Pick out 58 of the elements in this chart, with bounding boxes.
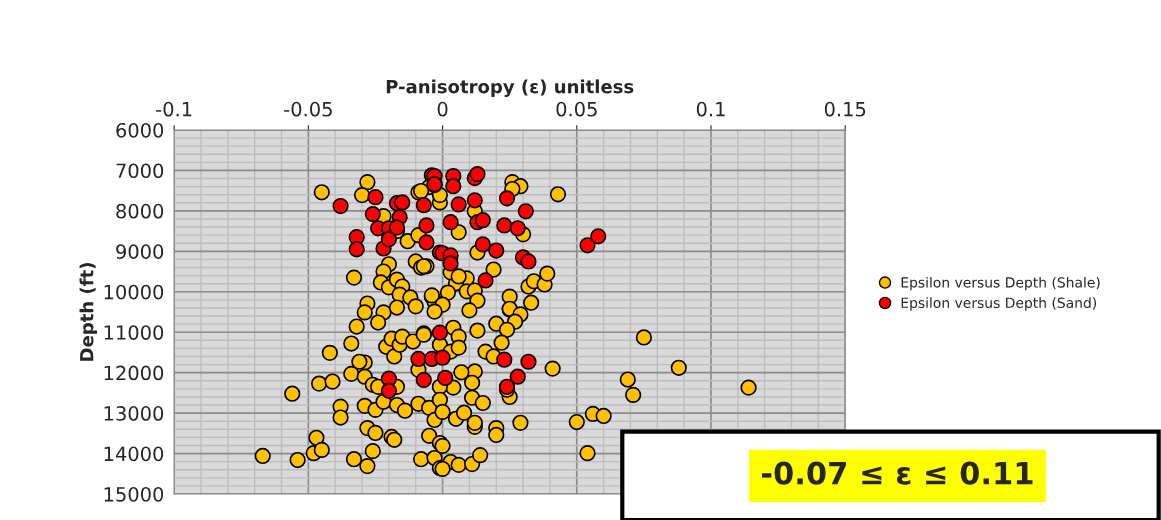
point — [517, 203, 534, 220]
y-tick-label: 11000 — [104, 325, 164, 340]
point — [380, 231, 398, 248]
y-tick-label: 7000 — [116, 163, 164, 179]
point — [520, 253, 537, 270]
legend-label: Epsilon versus Depth (Sand) — [901, 297, 1097, 311]
x-tick-label: 0 — [437, 101, 448, 117]
point — [498, 190, 516, 207]
point — [388, 219, 406, 236]
point — [426, 176, 443, 193]
y-tick-label: 8000 — [116, 203, 164, 219]
point — [450, 196, 467, 213]
point — [418, 234, 435, 251]
point — [579, 237, 596, 254]
point — [466, 192, 483, 209]
point — [431, 324, 449, 341]
x-tick-label: 0.1 — [696, 101, 725, 117]
y-tick-label: 9000 — [116, 244, 164, 259]
legend-label: Epsilon versus Depth (Shale) — [901, 276, 1100, 291]
y-tick-label: 14000 — [104, 446, 164, 462]
x-tick-label: 0.05 — [556, 101, 597, 117]
point — [415, 197, 432, 214]
point — [394, 194, 411, 211]
point — [469, 165, 486, 183]
annotation: -0.07 ≤ ε ≤ 0.11 — [762, 461, 1033, 485]
point — [367, 189, 384, 206]
point — [509, 220, 526, 237]
y-tick-label: 10000 — [104, 284, 164, 300]
x-axis-title: P-anisotropy (ε) unitless — [386, 79, 634, 98]
point — [437, 369, 454, 387]
point — [418, 217, 435, 234]
point — [496, 217, 513, 234]
point — [509, 368, 526, 385]
point — [496, 351, 513, 368]
point — [364, 206, 381, 223]
x-tick-label: -0.05 — [284, 101, 332, 117]
point — [445, 178, 462, 195]
point — [442, 255, 459, 272]
point — [380, 382, 398, 399]
point — [474, 236, 491, 253]
point — [442, 214, 459, 231]
y-tick-label: 15000 — [104, 486, 164, 502]
x-tick-label: -0.1 — [156, 101, 192, 117]
point — [434, 349, 451, 366]
y-tick-label: 13000 — [104, 406, 164, 421]
y-axis-title: Depth (ft) — [79, 263, 98, 361]
point — [415, 371, 432, 389]
y-tick-label: 6000 — [116, 122, 164, 138]
point — [410, 350, 427, 368]
point — [348, 241, 365, 258]
point — [332, 197, 349, 215]
point — [488, 242, 505, 259]
point — [520, 353, 537, 370]
point — [474, 212, 491, 229]
y-tick-label: 12000 — [104, 365, 164, 381]
point — [477, 272, 494, 289]
x-tick-label: 0.15 — [824, 101, 866, 117]
point — [590, 228, 607, 245]
